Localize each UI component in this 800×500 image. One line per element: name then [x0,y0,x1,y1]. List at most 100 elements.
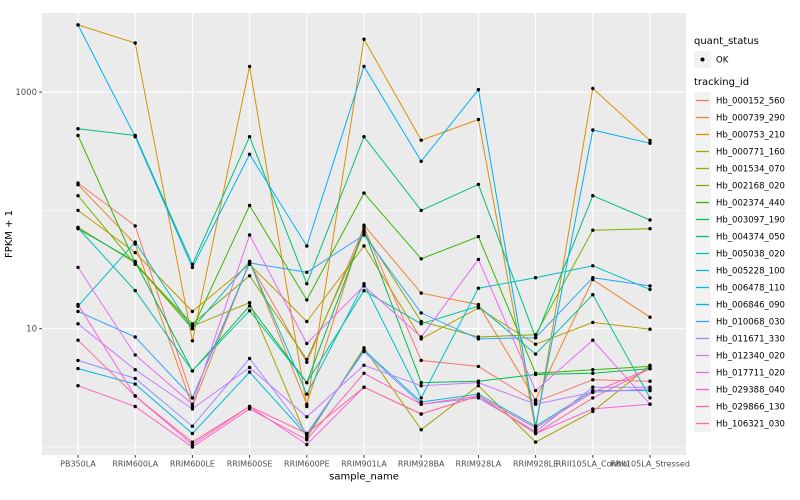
data-point [133,353,137,357]
x-tick-label: RRIM928LA [456,460,502,469]
data-point [305,360,309,364]
data-point [76,23,80,27]
data-point [533,352,538,356]
legend-label-tracking-id: Hb_005038_020 [716,250,785,260]
data-point [591,390,595,394]
legend-label-tracking-id: Hb_004374_050 [716,233,785,243]
data-point [190,327,195,331]
x-tick-label: RRIM600PE [284,460,330,469]
data-point [190,309,195,314]
data-point [305,392,309,396]
x-tick-label: RRIM600SE [227,460,273,469]
legend-label-tracking-id: Hb_029866_130 [716,403,785,413]
legend-label-tracking-id: Hb_011671_330 [716,335,785,345]
data-point [476,234,481,239]
data-point [305,438,309,442]
data-point [591,293,595,297]
data-point [305,380,309,385]
legend-label-tracking-id: Hb_000771_160 [716,148,785,158]
legend-label-tracking-id: Hb_006846_090 [716,301,785,311]
legend-label-tracking-id: Hb_002168_020 [716,182,785,192]
x-axis-title: sample_name [329,472,399,483]
x-tick-label: RRII105LA_Stressed [610,460,690,469]
data-point [362,284,366,288]
x-tick-label: RRIM600LA [112,460,158,469]
data-point [648,227,652,231]
data-point [533,342,538,346]
data-point [419,335,423,339]
data-point [190,339,195,343]
data-point [648,315,652,319]
data-point [591,385,595,389]
data-point [190,440,195,444]
data-point [648,327,652,331]
data-point [190,424,195,428]
data-point [247,274,252,278]
data-point [419,257,423,261]
data-point [247,203,252,208]
data-point [362,135,366,139]
data-point [648,379,652,383]
y-axis-title: FPKM + 1 [4,210,15,258]
data-point [76,208,80,213]
data-point [190,262,195,266]
data-point [133,382,137,386]
x-tick-label: RRIM928LE [513,460,558,469]
data-point [190,431,195,436]
data-point [190,407,195,411]
data-point [362,233,366,237]
data-point [533,426,538,430]
data-point [247,404,252,409]
data-point [419,291,423,295]
data-point [476,337,481,341]
data-point [305,319,309,324]
data-point [133,135,137,139]
data-point [305,341,309,346]
data-point [247,304,252,308]
data-point [476,380,481,385]
data-point [133,288,137,293]
data-point [591,320,595,325]
data-point [362,191,366,195]
data-point [419,380,423,385]
data-point [247,301,252,305]
data-point [419,138,423,142]
data-point [305,404,309,409]
data-point [591,264,595,268]
x-tick-label: RRIM600LE [170,460,215,469]
data-point [476,257,481,262]
data-point [247,370,252,374]
data-point [419,322,423,326]
data-point [591,371,595,375]
data-point [305,298,309,302]
data-point [591,86,595,91]
y-tick-label: 1000 [15,88,37,98]
data-point [190,396,195,400]
data-point [305,244,309,248]
data-point [305,431,309,436]
data-point [476,87,481,92]
legend-label-tracking-id: Hb_106321_030 [716,420,785,430]
data-point [591,228,595,232]
data-point [476,304,481,308]
data-point [76,322,80,326]
legend-label-tracking-id: Hb_017711_020 [716,369,785,379]
data-point [476,117,481,122]
data-point [133,240,137,244]
legend-label-tracking-id: Hb_000152_560 [716,97,785,107]
data-point [247,356,252,361]
legend-label-tracking-id: Hb_000739_290 [716,114,785,124]
data-point [533,336,538,340]
data-point [591,338,595,342]
data-point [648,366,652,371]
data-point [133,224,137,228]
data-point [591,128,595,132]
data-point [76,183,80,187]
data-point [591,276,595,280]
data-point [76,133,80,138]
data-point [133,376,137,381]
data-point [247,135,252,139]
data-point [648,141,652,145]
